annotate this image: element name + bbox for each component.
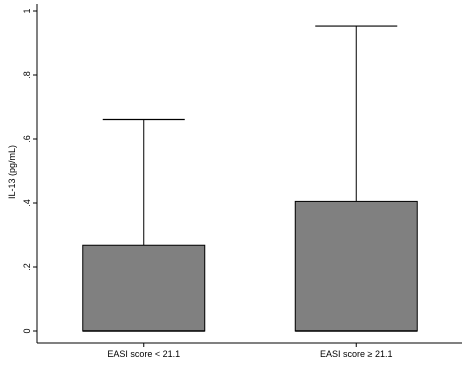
x-category-label: EASI score ≥ 21.1 — [320, 349, 392, 359]
y-axis: 0 .2 .4 .6 .8 1 — [22, 4, 38, 343]
box — [294, 200, 418, 332]
y-tick-label: .4 — [22, 199, 32, 207]
y-tick-label: .6 — [22, 135, 32, 143]
box — [82, 244, 206, 332]
y-tick-label: .2 — [22, 263, 32, 271]
x-category-label: EASI score < 21.1 — [107, 349, 180, 359]
box-series — [82, 25, 418, 332]
x-axis: EASI score < 21.1 EASI score ≥ 21.1 — [37, 342, 462, 359]
y-tick-label: 1 — [22, 8, 32, 13]
y-tick-label: 0 — [22, 328, 32, 333]
y-axis-title: IL-13 (pg/mL) — [7, 145, 17, 199]
y-tick-label: .8 — [22, 71, 32, 79]
